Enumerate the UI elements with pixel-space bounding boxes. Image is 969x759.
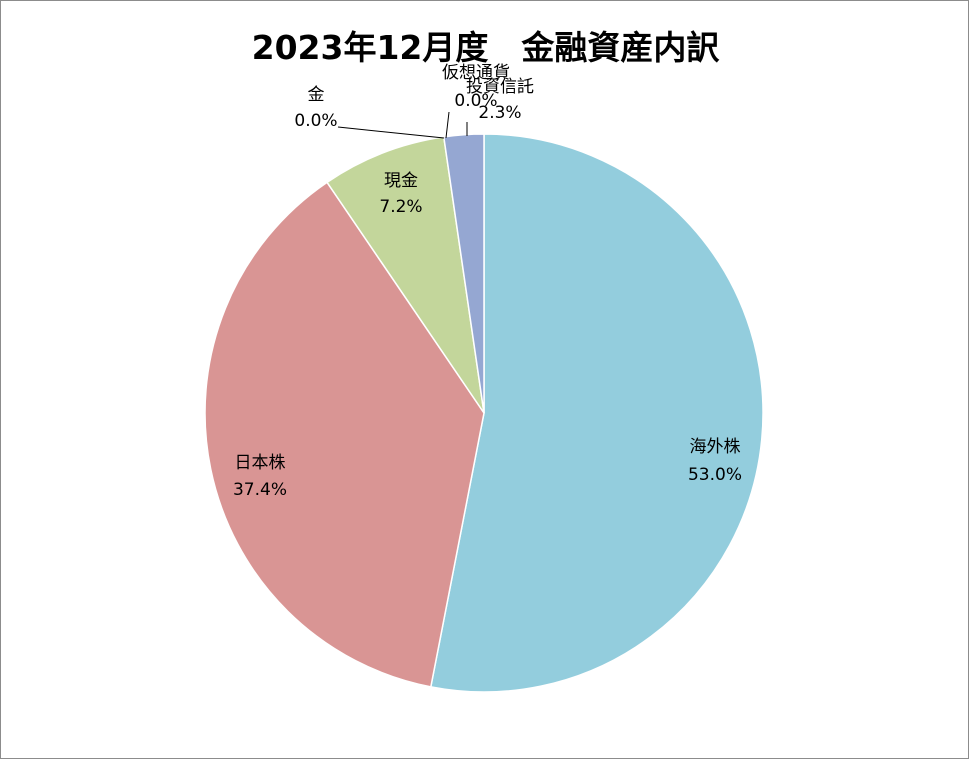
data-labels: 海外株53.0%日本株37.4%現金7.2%金0.0%仮想通貨0.0%投資信託2… bbox=[233, 63, 742, 500]
leader-lines bbox=[337, 111, 468, 139]
pie-slices bbox=[204, 133, 764, 693]
pie-slice-0 bbox=[429, 133, 764, 693]
slice-value-label-5: 2.3% bbox=[478, 103, 521, 123]
chart-title: 2023年12月度 金融資産内訳 bbox=[251, 28, 720, 67]
slice-value-label-3: 0.0% bbox=[294, 111, 337, 131]
leader-line-3 bbox=[337, 126, 445, 139]
slice-value-label-0: 53.0% bbox=[688, 465, 742, 485]
slice-label-2: 現金 bbox=[384, 171, 418, 191]
leader-line-4 bbox=[445, 111, 450, 139]
pie-slice-5 bbox=[442, 133, 485, 414]
slice-label-4: 仮想通貨 bbox=[442, 63, 510, 83]
slice-value-label-4: 0.0% bbox=[454, 91, 497, 111]
pie-slice-1 bbox=[204, 181, 485, 688]
slice-label-5: 投資信託 bbox=[466, 77, 534, 97]
slice-value-label-1: 37.4% bbox=[233, 480, 287, 500]
slice-label-1: 日本株 bbox=[235, 453, 286, 473]
slice-label-3: 金 bbox=[308, 85, 325, 105]
slice-label-0: 海外株 bbox=[690, 437, 741, 457]
slice-value-label-2: 7.2% bbox=[379, 197, 422, 217]
